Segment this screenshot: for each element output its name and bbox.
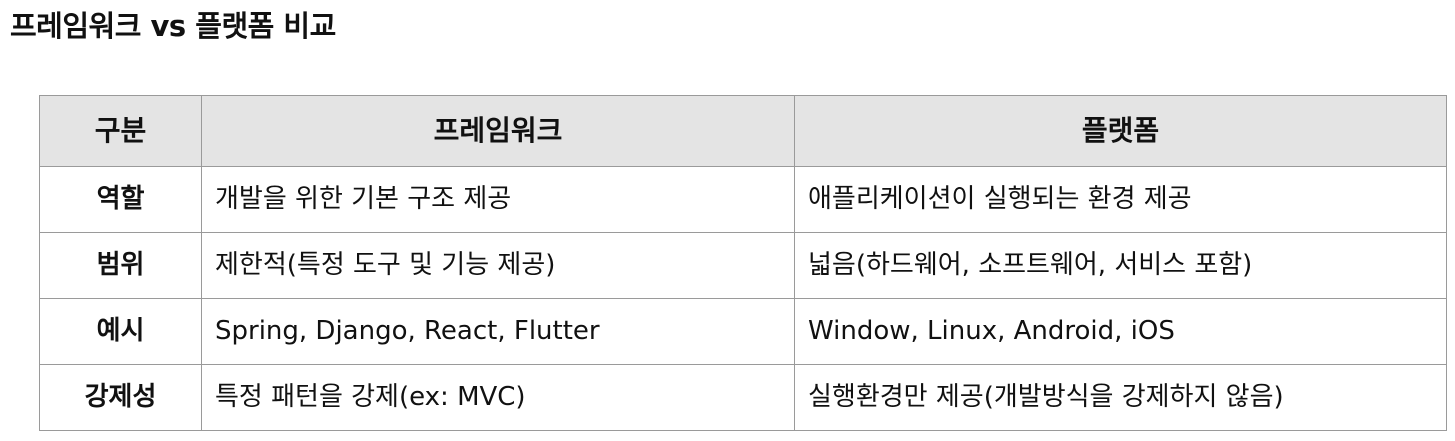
header-platform: 플랫폼 [794, 95, 1447, 167]
table-row: 예시 Spring, Django, React, Flutter Window… [39, 298, 1447, 365]
row-label: 예시 [39, 298, 202, 365]
framework-cell: 제한적(특정 도구 및 기능 제공) [201, 232, 795, 299]
header-framework: 프레임워크 [201, 95, 795, 167]
table-body: 역할 개발을 위한 기본 구조 제공 애플리케이션이 실행되는 환경 제공 범위… [39, 166, 1447, 431]
row-label: 역할 [39, 166, 202, 233]
platform-cell: 애플리케이션이 실행되는 환경 제공 [794, 166, 1447, 233]
row-label: 강제성 [39, 364, 202, 431]
page-title: 프레임워크 vs 플랫폼 비교 [10, 9, 336, 43]
header-category: 구분 [39, 95, 202, 167]
row-label: 범위 [39, 232, 202, 299]
table-row: 강제성 특정 패턴을 강제(ex: MVC) 실행환경만 제공(개발방식을 강제… [39, 364, 1447, 431]
table-row: 역할 개발을 위한 기본 구조 제공 애플리케이션이 실행되는 환경 제공 [39, 166, 1447, 233]
framework-cell: 특정 패턴을 강제(ex: MVC) [201, 364, 795, 431]
framework-cell: Spring, Django, React, Flutter [201, 298, 795, 365]
platform-cell: 넓음(하드웨어, 소프트웨어, 서비스 포함) [794, 232, 1447, 299]
table-row: 범위 제한적(특정 도구 및 기능 제공) 넓음(하드웨어, 소프트웨어, 서비… [39, 232, 1447, 299]
table-header: 구분 프레임워크 플랫폼 [39, 95, 1447, 167]
platform-cell: Window, Linux, Android, iOS [794, 298, 1447, 365]
header-row: 구분 프레임워크 플랫폼 [39, 95, 1447, 167]
platform-cell: 실행환경만 제공(개발방식을 강제하지 않음) [794, 364, 1447, 431]
comparison-table: 구분 프레임워크 플랫폼 역할 개발을 위한 기본 구조 제공 애플리케이션이 … [39, 95, 1447, 431]
framework-cell: 개발을 위한 기본 구조 제공 [201, 166, 795, 233]
